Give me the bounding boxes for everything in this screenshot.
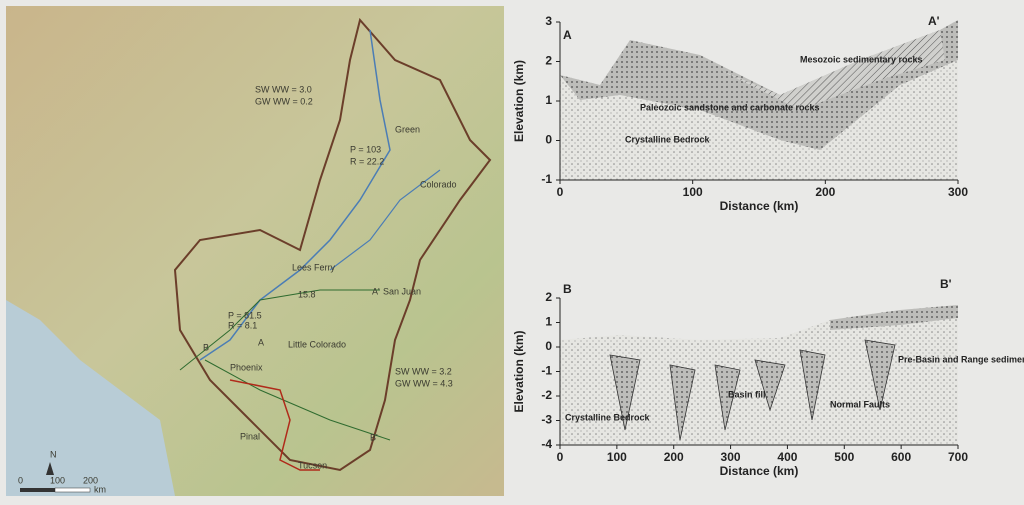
map-label: GW WW = 0.2 (255, 96, 313, 106)
map-label: SW WW = 3.2 (395, 366, 452, 376)
y-tick-label: 1 (545, 315, 552, 329)
map-label: San Juan (383, 286, 421, 296)
scale-label: km (94, 484, 106, 494)
x-tick-label: 500 (834, 450, 854, 464)
paleozoic-rocks (560, 20, 958, 150)
map-label: SW WW = 3.0 (255, 84, 312, 94)
map-label: A (258, 337, 264, 347)
y-tick-label: 0 (545, 339, 552, 353)
scale-bar (54, 487, 91, 493)
river (329, 169, 441, 271)
x-tick-label: 200 (815, 185, 835, 199)
map-label: GW WW = 4.3 (395, 378, 453, 388)
rock-unit-label: Crystalline Bedrock (565, 412, 651, 422)
map-label: 15.8 (298, 289, 316, 299)
river-label: Green (395, 124, 420, 134)
section-line (204, 359, 391, 441)
rock-unit-label: Pre-Basin and Range sedimentary and volc… (898, 354, 1024, 364)
river (199, 29, 391, 361)
map-label: R = 8.1 (228, 320, 257, 330)
map-label: Tucson (298, 460, 327, 470)
map-label: B (203, 342, 209, 352)
y-tick-label: -3 (541, 413, 552, 427)
north-arrow: N (50, 449, 57, 459)
y-tick-label: -4 (541, 437, 552, 451)
y-tick-label: 2 (545, 54, 552, 68)
section-end-label: A (563, 28, 572, 42)
county-boundary (229, 379, 320, 471)
y-tick-label: 2 (545, 290, 552, 304)
basin-boundary (173, 17, 492, 472)
y-tick-label: 3 (545, 14, 552, 28)
section-end-label: B (563, 282, 572, 296)
section-b: Crystalline Bedrock Basin fill Normal Fa… (560, 277, 1024, 445)
x-tick-label: 700 (948, 450, 968, 464)
rock-unit-label: Basin fill (728, 389, 766, 399)
section-a: Mesozoic sedimentary rocks Paleozoic san… (560, 14, 958, 180)
scale-label: 200 (83, 475, 98, 485)
y-axis-label: Elevation (km) (512, 60, 526, 142)
river-label: Colorado (420, 179, 457, 189)
map-label: A' (372, 286, 380, 296)
y-tick-label: -1 (541, 364, 552, 378)
rock-unit-label: Paleozoic sandstone and carbonate rocks (640, 102, 820, 112)
scale-label: 0 (18, 475, 23, 485)
river-label: Little Colorado (288, 339, 346, 349)
x-tick-label: 300 (721, 450, 741, 464)
x-tick-label: 600 (891, 450, 911, 464)
section-line (179, 289, 380, 371)
y-axis-label: Elevation (km) (512, 330, 526, 412)
basin-fill (609, 339, 896, 441)
map-label: P = 103 (350, 144, 381, 154)
map-label: P = 81.5 (228, 310, 262, 320)
crystalline-bedrock (560, 305, 958, 445)
x-tick-label: 200 (664, 450, 684, 464)
rock-unit-label: Normal Faults (830, 399, 890, 409)
y-tick-label: -2 (541, 388, 552, 402)
rock-unit-label: Mesozoic sedimentary rocks (800, 54, 923, 64)
map-label: Pinal (240, 431, 260, 441)
ocean (6, 300, 175, 496)
mesozoic-rocks (720, 30, 945, 110)
x-tick-label: 0 (557, 450, 564, 464)
scale-label: 100 (50, 475, 65, 485)
x-axis-label: Distance (km) (720, 464, 799, 478)
y-tick-label: 1 (545, 93, 552, 107)
x-tick-label: 100 (607, 450, 627, 464)
map-label: Phoenix (230, 362, 263, 372)
y-tick-label: 0 (545, 133, 552, 147)
x-tick-label: 300 (948, 185, 968, 199)
y-tick-label: -1 (541, 172, 552, 186)
x-tick-label: 400 (777, 450, 797, 464)
map: SW WW = 3.0 GW WW = 0.2 P = 103 R = 22.2… (6, 6, 504, 496)
pre-basin-rocks (830, 305, 958, 330)
scale-bar (20, 488, 55, 492)
map-label: R = 22.2 (350, 156, 384, 166)
section-end-label: B' (940, 277, 952, 291)
rock-unit-label: Crystalline Bedrock (625, 134, 711, 144)
x-tick-label: 0 (557, 185, 564, 199)
x-tick-label: 100 (683, 185, 703, 199)
map-label: B' (370, 432, 378, 442)
map-label: Lees Ferry (292, 262, 336, 272)
north-arrow (46, 462, 54, 475)
x-axis-label: Distance (km) (720, 199, 799, 213)
section-end-label: A' (928, 14, 940, 28)
